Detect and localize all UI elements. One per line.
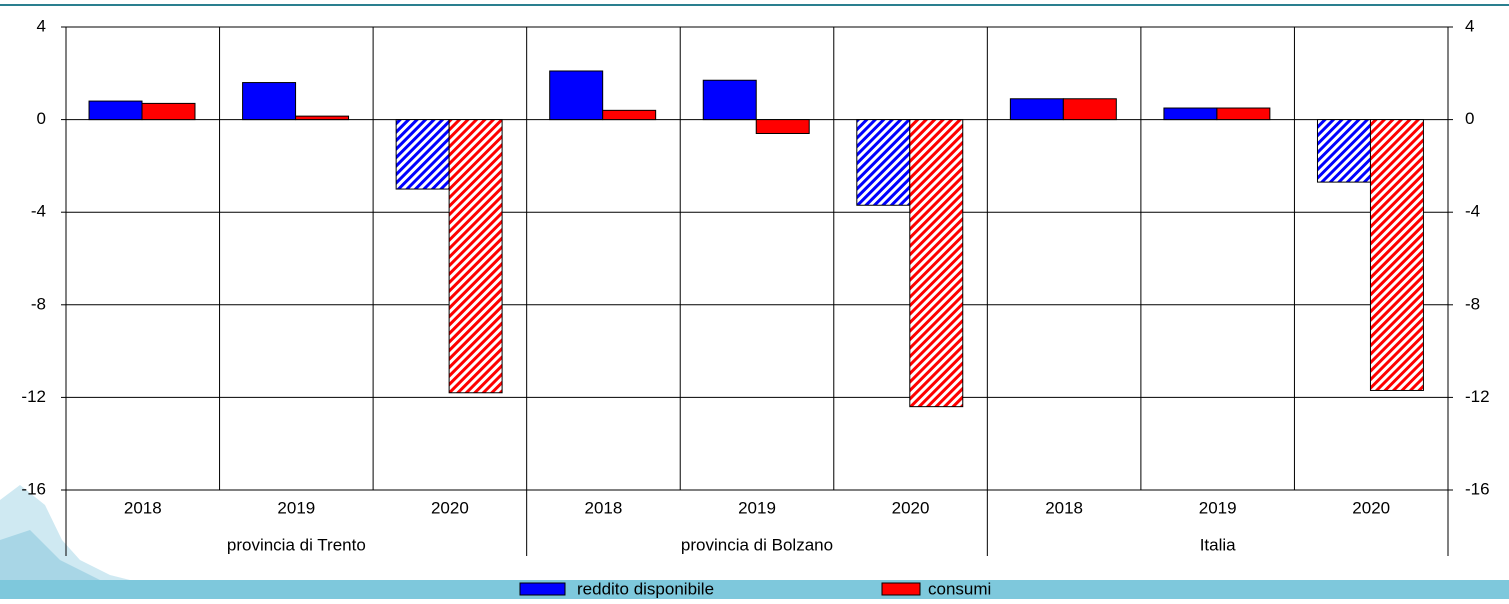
legend-swatch — [519, 582, 566, 596]
bar — [1369, 119, 1424, 391]
bar — [856, 119, 911, 206]
x-tick-label: 2020 — [892, 498, 930, 517]
y2-tick-label: -8 — [1465, 294, 1480, 313]
bar — [549, 70, 604, 121]
x-tick-label: 2020 — [431, 498, 469, 517]
y-tick-label: -12 — [21, 387, 46, 406]
y-tick-label: -8 — [31, 294, 46, 313]
legend-label: consumi — [928, 579, 991, 598]
bar — [1316, 119, 1371, 183]
bar — [755, 119, 810, 134]
group-label: provincia di Trento — [227, 535, 366, 554]
y2-tick-label: -4 — [1465, 202, 1480, 221]
bar — [88, 100, 143, 121]
bar — [702, 79, 757, 121]
x-tick-label: 2018 — [124, 498, 162, 517]
group-label: Italia — [1200, 535, 1236, 554]
bar — [395, 119, 450, 190]
bar — [1216, 107, 1271, 121]
x-tick-label: 2020 — [1352, 498, 1390, 517]
y-tick-label: 4 — [37, 16, 46, 35]
bar — [242, 82, 297, 121]
x-tick-label: 2019 — [1199, 498, 1237, 517]
bar — [295, 115, 350, 121]
x-tick-label: 2019 — [277, 498, 315, 517]
y2-tick-label: -16 — [1465, 479, 1490, 498]
legend-label: reddito disponibile — [577, 579, 714, 598]
bar — [141, 102, 196, 121]
legend-swatch — [881, 582, 921, 596]
bar — [909, 119, 964, 408]
bar — [448, 119, 503, 394]
bar — [1163, 107, 1218, 121]
y-tick-label: -4 — [31, 202, 46, 221]
y2-tick-label: -12 — [1465, 387, 1490, 406]
y2-tick-label: 4 — [1465, 16, 1474, 35]
x-tick-label: 2019 — [738, 498, 776, 517]
group-label: provincia di Bolzano — [681, 535, 833, 554]
y-tick-label: 0 — [37, 109, 46, 128]
x-tick-label: 2018 — [585, 498, 623, 517]
bar — [1062, 98, 1117, 121]
x-tick-label: 2018 — [1045, 498, 1083, 517]
bottom-band — [0, 580, 1509, 599]
bar — [602, 109, 657, 121]
bar — [1009, 98, 1064, 121]
y2-tick-label: 0 — [1465, 109, 1474, 128]
y-tick-label: -16 — [21, 479, 46, 498]
